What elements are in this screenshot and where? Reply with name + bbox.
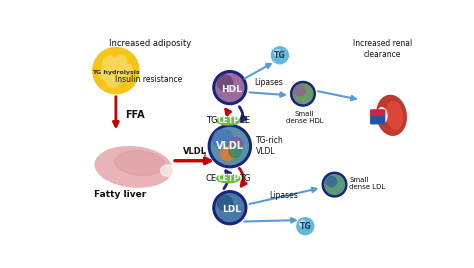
Text: 1: 1 bbox=[202, 152, 206, 157]
Circle shape bbox=[274, 50, 280, 56]
Circle shape bbox=[109, 66, 124, 81]
FancyBboxPatch shape bbox=[371, 117, 384, 124]
Circle shape bbox=[300, 221, 306, 227]
Text: TG-rich
VLDL: TG-rich VLDL bbox=[256, 136, 284, 156]
Circle shape bbox=[114, 55, 127, 68]
Text: FFA: FFA bbox=[125, 110, 145, 120]
Ellipse shape bbox=[115, 151, 164, 176]
Circle shape bbox=[123, 65, 132, 74]
Circle shape bbox=[218, 195, 233, 211]
Text: Increased renal
clearance: Increased renal clearance bbox=[353, 39, 412, 59]
Circle shape bbox=[93, 47, 139, 94]
Text: HDL: HDL bbox=[221, 85, 242, 94]
Text: LDL: LDL bbox=[222, 205, 241, 214]
Ellipse shape bbox=[377, 95, 406, 135]
Circle shape bbox=[218, 75, 233, 91]
Text: Increased adiposity: Increased adiposity bbox=[109, 39, 191, 48]
Circle shape bbox=[118, 62, 128, 73]
Circle shape bbox=[118, 69, 130, 81]
Circle shape bbox=[322, 172, 347, 197]
Circle shape bbox=[211, 128, 248, 165]
Ellipse shape bbox=[95, 147, 172, 187]
Text: Small
dense HDL: Small dense HDL bbox=[286, 111, 323, 124]
Circle shape bbox=[213, 71, 247, 105]
Text: Lipases: Lipases bbox=[254, 79, 283, 87]
Ellipse shape bbox=[378, 108, 387, 123]
Text: VLDL: VLDL bbox=[183, 147, 207, 156]
Text: TG: TG bbox=[274, 51, 286, 60]
Text: CETP: CETP bbox=[217, 116, 239, 125]
Text: Fatty liver: Fatty liver bbox=[93, 190, 146, 199]
Circle shape bbox=[107, 75, 119, 88]
Circle shape bbox=[103, 56, 117, 70]
Text: Lipases: Lipases bbox=[269, 191, 298, 200]
Ellipse shape bbox=[217, 117, 240, 125]
Text: TG: TG bbox=[239, 174, 251, 183]
Circle shape bbox=[295, 85, 305, 96]
Text: CETP: CETP bbox=[217, 174, 239, 183]
Circle shape bbox=[100, 68, 110, 79]
Circle shape bbox=[293, 84, 313, 104]
Circle shape bbox=[103, 72, 113, 81]
Text: CE: CE bbox=[206, 174, 217, 183]
Circle shape bbox=[229, 146, 241, 158]
Circle shape bbox=[208, 125, 251, 168]
Circle shape bbox=[297, 218, 314, 235]
Circle shape bbox=[216, 74, 244, 102]
Text: Insulin resistance: Insulin resistance bbox=[115, 75, 182, 84]
Text: TG: TG bbox=[206, 116, 217, 125]
Ellipse shape bbox=[387, 102, 402, 129]
Circle shape bbox=[291, 81, 315, 106]
Ellipse shape bbox=[161, 165, 176, 177]
Text: CE: CE bbox=[240, 116, 251, 125]
FancyBboxPatch shape bbox=[371, 110, 384, 117]
Circle shape bbox=[213, 129, 234, 150]
Text: TG: TG bbox=[300, 222, 311, 231]
Circle shape bbox=[230, 137, 243, 150]
Text: Small
dense LDL: Small dense LDL bbox=[349, 177, 385, 189]
Circle shape bbox=[216, 194, 244, 222]
Circle shape bbox=[221, 147, 235, 161]
Ellipse shape bbox=[217, 174, 240, 183]
Circle shape bbox=[325, 175, 345, 195]
Circle shape bbox=[326, 176, 337, 187]
Text: TG hydrolysis: TG hydrolysis bbox=[92, 70, 140, 75]
Circle shape bbox=[272, 47, 288, 64]
Text: VLDL: VLDL bbox=[216, 141, 244, 151]
Circle shape bbox=[213, 191, 247, 225]
